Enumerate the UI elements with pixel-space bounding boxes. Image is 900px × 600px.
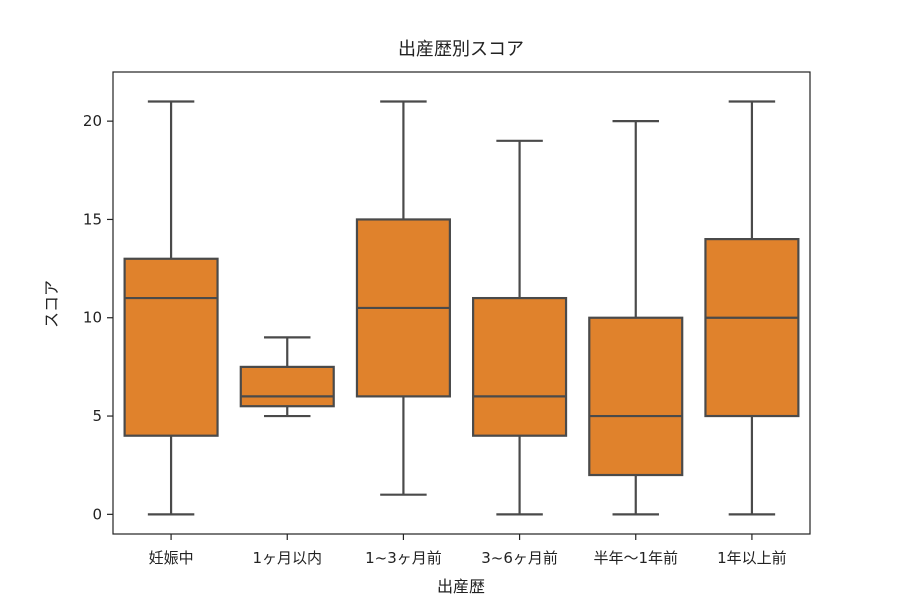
chart-title: 出産歴別スコア: [398, 39, 524, 60]
box-group: [588, 120, 684, 516]
x-tick-label: 1ヶ月以内: [252, 549, 322, 567]
y-tick-label: 5: [92, 407, 102, 425]
x-tick-label: 妊娠中: [149, 549, 194, 567]
plot-area: [123, 100, 800, 516]
iqr-box: [123, 257, 219, 437]
x-tick-label: 半年〜1年前: [593, 549, 678, 567]
x-tick-label: 3~6ヶ月前: [481, 549, 558, 567]
plot-frame: [112, 71, 811, 535]
x-axis: 妊娠中 1ヶ月以内 1~3ヶ月前 3~6ヶ月前 半年〜1年前 1年以上前: [149, 534, 787, 567]
box-group: [472, 139, 568, 516]
x-tick-label: 1年以上前: [717, 549, 787, 567]
box-group: [704, 100, 800, 516]
iqr-box: [239, 365, 335, 408]
box-group: [355, 100, 451, 496]
iqr-box: [704, 238, 800, 418]
y-axis: 0 5 10 15 20: [83, 112, 113, 523]
x-tick-label: 1~3ヶ月前: [365, 549, 442, 567]
y-tick-label: 0: [92, 505, 102, 523]
y-tick-label: 15: [83, 210, 102, 228]
y-tick-label: 20: [83, 112, 102, 130]
box-group: [123, 100, 219, 516]
x-axis-label: 出産歴: [437, 577, 485, 596]
box-group: [239, 336, 335, 418]
iqr-box: [472, 296, 568, 437]
y-tick-label: 10: [83, 309, 102, 327]
y-axis-label: スコア: [42, 280, 61, 328]
iqr-box: [588, 316, 684, 477]
